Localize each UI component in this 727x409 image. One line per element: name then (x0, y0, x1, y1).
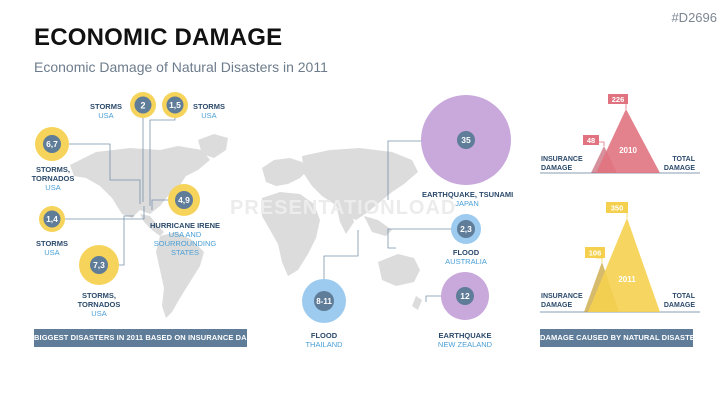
connector-lines (52, 105, 465, 302)
total-value-2010: 226 (612, 95, 625, 104)
label-name: EARTHQUAKE, TSUNAMI (422, 190, 514, 199)
insurance-value-2010: 48 (587, 136, 595, 145)
bubble-value: 2,3 (460, 224, 472, 234)
bubble-value: 4,9 (178, 195, 190, 205)
label-new-zealand: EARTHQUAKE NEW ZEALAND (430, 331, 500, 349)
bubble-japan: 35 (421, 95, 511, 185)
label-storms-usa-2: STORMS USA (90, 102, 122, 120)
label-location: USA AND SOURROUNDING STATES (153, 230, 217, 257)
bubble-thailand: 8-11 (302, 279, 346, 323)
map-new-zealand (412, 296, 422, 310)
label-location: THAILAND (305, 340, 343, 349)
page-title: ECONOMIC DAMAGE (34, 24, 283, 51)
triangle-total-2010 (596, 109, 660, 173)
bubble-australia: 2,3 (451, 214, 481, 244)
map-south-america (156, 232, 204, 318)
year-2010: 2010 (619, 146, 637, 155)
bubble-hurricane-irene: 4,9 (168, 184, 200, 216)
label-name: STORMS (193, 102, 225, 111)
chart-banner: DAMAGE CAUSED BY NATURAL DISASTER, $BLN (540, 329, 725, 347)
bubble-storms-usa-1-4: 1,4 (39, 206, 65, 232)
insurance-label-2011: INSURANCE DAMAGE (541, 293, 583, 309)
label-location: USA (44, 248, 60, 257)
map-africa (262, 192, 320, 276)
chart-2010: 48 226 2010 (540, 94, 700, 174)
label-name: STORMS, TORNADOS (31, 165, 75, 183)
map-greenland (198, 134, 228, 158)
label-location: NEW ZEALAND (437, 340, 493, 349)
label-location: JAPAN (455, 199, 479, 208)
bubble-value: 8-11 (316, 297, 332, 306)
label-location: USA (201, 111, 217, 120)
bubble-storms-tornados-6-7: 6,7 (35, 127, 69, 161)
bubble-storms-tornados-7-3: 7,3 (79, 245, 119, 285)
label-storms-tornados-7-3: STORMS, TORNADOS USA (72, 291, 126, 318)
total-label-2011: TOTAL DAMAGE (663, 293, 695, 309)
bubble-value: 35 (461, 135, 471, 145)
label-australia: FLOOD AUSTRALIA (436, 248, 496, 266)
bubble-value: 1,4 (46, 214, 58, 224)
map-banner: BIGGEST DISASTERS IN 2011 BASED ON INSUR… (34, 329, 294, 347)
event-bubbles: 2 1,5 6,7 4,9 1,4 7,3 (35, 92, 511, 323)
label-storms-tornados-6-7: STORMS, TORNADOS USA (24, 165, 82, 192)
label-location: USA (98, 111, 114, 120)
bubble-new-zealand: 12 (441, 272, 489, 320)
label-location: USA (91, 309, 107, 318)
page-subtitle: Economic Damage of Natural Disasters in … (34, 59, 328, 75)
insurance-value-2011: 106 (589, 249, 602, 258)
total-label-2010: TOTAL DAMAGE (663, 156, 695, 172)
bubble-storms-usa-1-5: 1,5 (162, 92, 188, 118)
year-2011: 2011 (618, 275, 636, 284)
map-asia (302, 148, 418, 220)
bubble-value: 1,5 (169, 100, 181, 110)
map-australia (378, 254, 420, 286)
map-central-america (140, 214, 164, 236)
label-name: STORMS (36, 239, 68, 248)
label-storms-usa-1-5: STORMS USA (193, 102, 225, 120)
slide-code: #D2696 (671, 10, 717, 25)
bubble-storms-usa-2: 2 (130, 92, 156, 118)
label-name: FLOOD (310, 331, 338, 340)
label-hurricane-irene: HURRICANE IRENE USA AND SOURROUNDING STA… (150, 221, 220, 257)
watermark: PRESENTATIONLOAD (230, 197, 456, 219)
label-japan: EARTHQUAKE, TSUNAMI JAPAN (422, 190, 514, 208)
label-thailand: FLOOD THAILAND (296, 331, 352, 349)
label-name: EARTHQUAKE (438, 331, 492, 340)
map-europe (262, 158, 308, 186)
map-southeast-asia (364, 216, 392, 236)
bubble-value: 6,7 (46, 139, 58, 149)
label-name: STORMS, TORNADOS (77, 291, 121, 309)
label-location: USA (45, 183, 61, 192)
chart-2011: 106 350 2011 (540, 202, 700, 313)
label-name: STORMS (90, 102, 122, 111)
map-india (336, 204, 354, 234)
label-location: AUSTRALIA (445, 257, 487, 266)
total-value-2011: 350 (611, 204, 624, 213)
label-name: FLOOD (452, 248, 480, 257)
bubble-value: 12 (460, 291, 470, 301)
bubble-value: 2 (140, 101, 145, 111)
bubble-value: 7,3 (93, 260, 105, 270)
insurance-label-2010: INSURANCE DAMAGE (541, 156, 583, 172)
label-storms-usa-1-4: STORMS USA (36, 239, 68, 257)
triangle-total-2011 (588, 218, 660, 312)
label-name: HURRICANE IRENE (150, 221, 221, 230)
